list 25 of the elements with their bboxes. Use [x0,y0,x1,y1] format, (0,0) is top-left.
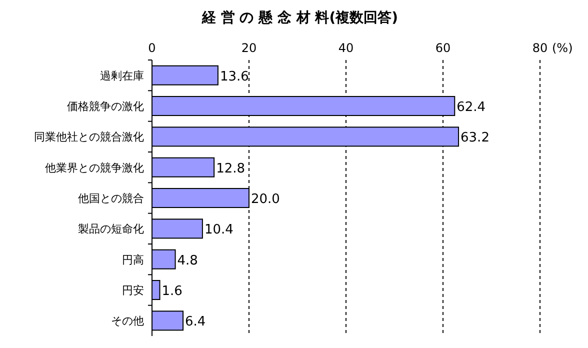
x-axis-title: (%) [552,41,573,55]
y-tick-label: 円安 [122,284,144,297]
chart-title: 経 営 の 懸 念 材 料(複数回答) [200,9,398,26]
x-tick-label: 0 [148,41,156,55]
y-tick-label: 製品の短命化 [78,222,144,236]
data-label: 13.6 [220,69,249,84]
x-tick-label: 20 [241,41,257,55]
data-label: 4.8 [177,253,198,268]
y-tick-label: 他業界との競争激化 [45,161,144,174]
y-tick-label: 同業他社との競合激化 [34,130,144,144]
y-tick-label: 他国との競合 [78,192,144,205]
data-label: 1.6 [162,284,182,299]
y-tick-label: その他 [111,314,144,328]
x-tick-label: 60 [435,41,451,55]
data-label: 63.2 [460,130,490,146]
y-tick-label: 円高 [122,253,144,266]
data-label: 10.4 [204,222,234,238]
data-label: 20.0 [251,192,280,207]
data-label: 12.8 [216,161,246,176]
x-tick-label: 40 [338,41,354,55]
data-label: 62.4 [456,100,486,115]
x-tick-label: 80 [532,41,548,55]
y-tick-label: 価格競争の激化 [67,100,144,113]
y-tick-label: 過剰在庫 [100,69,144,82]
data-label: 6.4 [185,314,206,330]
